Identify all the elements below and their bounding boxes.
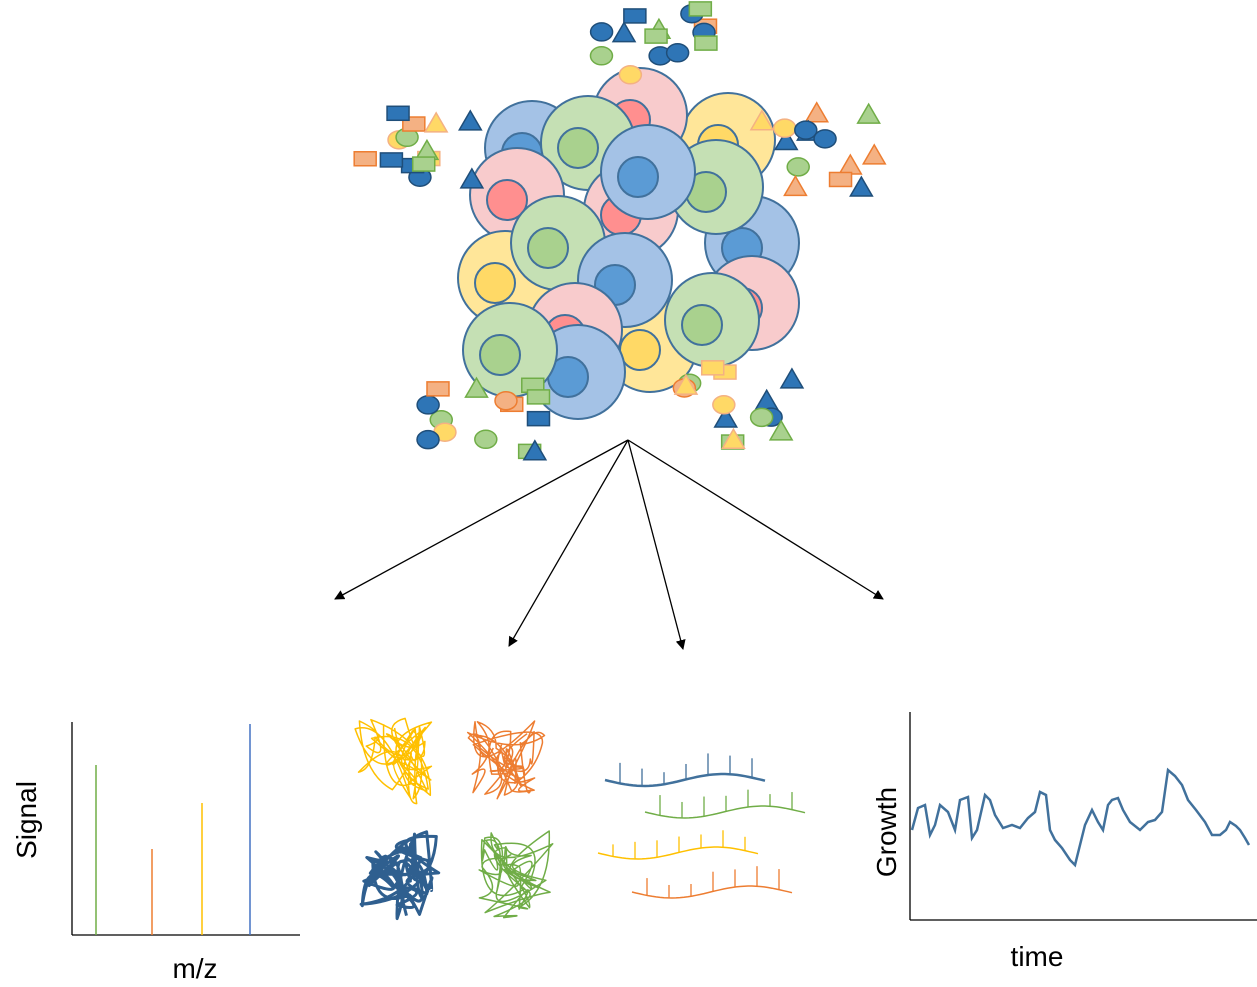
nucleus bbox=[528, 228, 568, 268]
molecule bbox=[784, 176, 806, 195]
molecule bbox=[806, 103, 828, 122]
molecule bbox=[795, 121, 817, 139]
molecule bbox=[425, 113, 447, 132]
nucleus bbox=[475, 263, 515, 303]
molecule bbox=[751, 408, 773, 426]
arrow bbox=[335, 440, 628, 599]
molecule bbox=[591, 23, 613, 41]
molecule bbox=[713, 396, 735, 414]
arrow bbox=[509, 440, 628, 646]
molecule bbox=[787, 158, 809, 176]
molecule bbox=[527, 390, 549, 404]
strand bbox=[632, 886, 792, 898]
nucleus bbox=[480, 335, 520, 375]
molecule bbox=[417, 396, 439, 414]
molecule bbox=[475, 430, 497, 448]
molecule bbox=[527, 412, 549, 426]
protein bbox=[355, 718, 431, 803]
strand bbox=[605, 774, 765, 786]
protein bbox=[479, 831, 553, 918]
molecule bbox=[413, 157, 435, 171]
molecule bbox=[702, 361, 724, 375]
x-label: m/z bbox=[172, 953, 217, 984]
protein bbox=[468, 721, 545, 799]
strand bbox=[645, 806, 805, 818]
molecule bbox=[590, 47, 612, 65]
molecule bbox=[850, 177, 872, 196]
molecule bbox=[830, 172, 852, 186]
strand bbox=[598, 847, 758, 859]
molecule bbox=[695, 36, 717, 50]
y-label: Growth bbox=[871, 787, 902, 877]
nucleus bbox=[682, 305, 722, 345]
molecule bbox=[839, 155, 861, 174]
x-label: time bbox=[1011, 941, 1064, 972]
nucleus bbox=[558, 128, 598, 168]
molecule bbox=[417, 431, 439, 449]
molecule bbox=[667, 44, 689, 62]
dna-strands bbox=[598, 753, 805, 898]
molecule bbox=[774, 119, 796, 137]
molecule bbox=[380, 153, 402, 167]
cell-cluster bbox=[458, 68, 799, 419]
molecule bbox=[645, 29, 667, 43]
growth-curve bbox=[912, 770, 1249, 865]
molecule bbox=[613, 23, 635, 42]
arrow bbox=[628, 440, 683, 649]
nucleus bbox=[620, 330, 660, 370]
molecule bbox=[387, 106, 409, 120]
molecule bbox=[689, 2, 711, 16]
protein bbox=[361, 832, 439, 919]
molecule bbox=[814, 130, 836, 148]
proteins bbox=[355, 718, 553, 918]
molecule bbox=[459, 111, 481, 130]
molecule bbox=[495, 392, 517, 410]
nucleus bbox=[618, 157, 658, 197]
molecule bbox=[756, 390, 778, 409]
y-label: Signal bbox=[11, 781, 42, 859]
molecule bbox=[427, 382, 449, 396]
arrows bbox=[335, 440, 883, 649]
arrow bbox=[628, 440, 883, 599]
molecule bbox=[354, 152, 376, 166]
molecule bbox=[781, 369, 803, 388]
spectrum-panel: Signal m/z bbox=[11, 722, 300, 984]
molecule bbox=[624, 9, 646, 23]
molecule bbox=[863, 145, 885, 164]
diagram: Signal m/z Growth time bbox=[0, 0, 1257, 987]
growth-panel: Growth time bbox=[871, 712, 1257, 972]
molecule bbox=[619, 66, 641, 84]
molecule bbox=[858, 104, 880, 123]
